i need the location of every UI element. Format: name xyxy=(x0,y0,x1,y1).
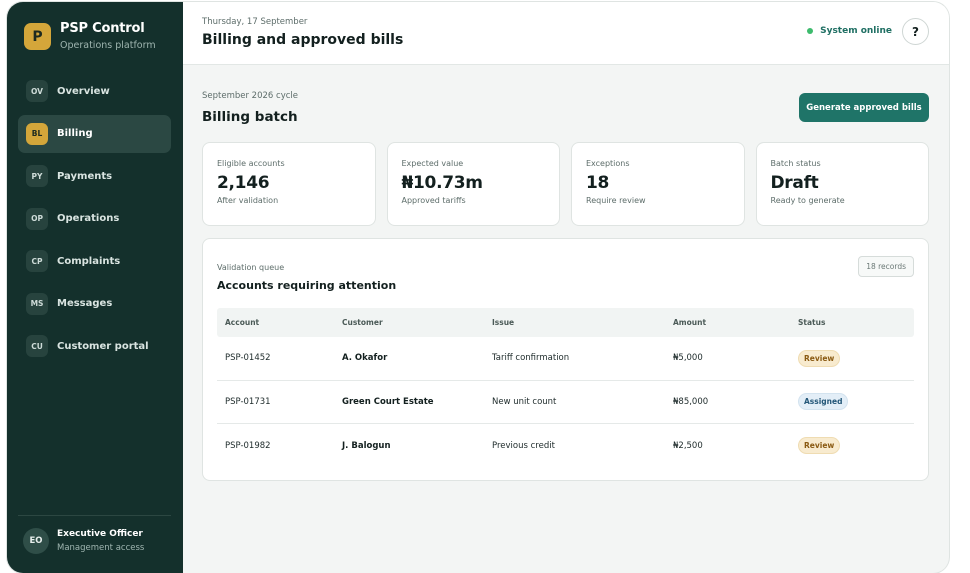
card-batch-status: Batch status Draft Ready to generate xyxy=(755,142,929,226)
app-window: P PSP Control Operations platform OV Ove… xyxy=(7,2,949,573)
complaints-icon: CP xyxy=(26,250,48,272)
sidebar-item-operations[interactable]: OP Operations xyxy=(18,200,171,238)
status-badge: Assigned xyxy=(798,393,849,411)
sidebar-item-label: Complaints xyxy=(57,255,121,267)
card-note: Approved tariffs xyxy=(401,196,466,205)
card-exceptions: Exceptions 18 Require review xyxy=(571,142,745,226)
sidebar-divider xyxy=(18,515,171,516)
records-count-badge: 18 records xyxy=(858,256,914,277)
sidebar-item-customer-portal[interactable]: CU Customer portal xyxy=(18,327,171,365)
card-value: ₦10.73m xyxy=(401,173,484,193)
user-name: Executive Officer xyxy=(57,529,143,539)
brand-name: PSP Control xyxy=(60,21,145,36)
issue-cell: Tariff confirmation xyxy=(492,353,570,364)
page-header: Thursday, 17 September Billing and appro… xyxy=(183,2,949,65)
card-note: Ready to generate xyxy=(770,196,845,205)
brand-logo: P xyxy=(24,23,51,50)
avatar: EO xyxy=(23,528,49,554)
section-title: Billing batch xyxy=(202,109,298,125)
customer-cell: J. Balogun xyxy=(342,440,391,451)
brand: P PSP Control Operations platform xyxy=(24,21,156,51)
table-row[interactable]: PSP-01982 J. Balogun Previous credit ₦2,… xyxy=(217,424,914,468)
column-header: Status xyxy=(798,318,826,327)
sidebar-item-billing[interactable]: BL Billing xyxy=(18,114,171,153)
operations-icon: OP xyxy=(26,207,48,230)
user-role: Management access xyxy=(57,543,145,553)
billing-cycle: September 2026 cycle xyxy=(202,91,298,101)
account-cell: PSP-01731 xyxy=(225,396,271,407)
overview-icon: OV xyxy=(26,80,48,102)
column-header: Amount xyxy=(673,318,707,327)
amount-cell: ₦85,000 xyxy=(673,396,709,407)
system-status: System online xyxy=(807,26,892,36)
status-badge: Review xyxy=(798,437,841,455)
help-button[interactable]: ? xyxy=(902,18,929,45)
card-value: Draft xyxy=(770,173,819,193)
sidebar-item-label: Billing xyxy=(57,128,93,139)
status-dot-icon xyxy=(807,28,814,34)
sidebar-item-label: Payments xyxy=(57,170,113,182)
sidebar-nav: OV Overview BL Billing PY Payments OP Op… xyxy=(18,72,171,370)
column-header: Customer xyxy=(342,318,383,327)
accounts-table: Account Customer Issue Amount Status PSP… xyxy=(217,308,914,468)
card-label: Batch status xyxy=(770,159,821,168)
card-label: Eligible accounts xyxy=(217,159,285,168)
table-header: Account Customer Issue Amount Status xyxy=(217,308,914,337)
customer-cell: A. Okafor xyxy=(342,353,388,364)
billing-icon: BL xyxy=(26,122,48,145)
sidebar-item-overview[interactable]: OV Overview xyxy=(18,72,171,110)
customer-portal-icon: CU xyxy=(26,335,48,357)
account-cell: PSP-01452 xyxy=(225,353,271,364)
issue-cell: Previous credit xyxy=(492,440,555,451)
generate-bills-button[interactable]: Generate approved bills xyxy=(799,93,929,122)
card-value: 18 xyxy=(586,173,610,193)
sidebar-item-label: Messages xyxy=(57,298,113,309)
summary-cards: Eligible accounts 2,146 After validation… xyxy=(202,142,929,226)
amount-cell: ₦2,500 xyxy=(673,440,703,451)
table-row[interactable]: PSP-01731 Green Court Estate New unit co… xyxy=(217,381,914,424)
customer-cell: Green Court Estate xyxy=(342,396,434,407)
card-note: After validation xyxy=(217,196,279,205)
system-status-label: System online xyxy=(820,26,892,36)
payments-icon: PY xyxy=(26,165,48,187)
status-badge: Review xyxy=(798,349,841,367)
card-eligible-accounts: Eligible accounts 2,146 After validation xyxy=(202,142,376,226)
sidebar-item-label: Overview xyxy=(57,85,110,97)
user-profile[interactable]: EO Executive Officer Management access xyxy=(23,528,144,554)
card-label: Expected value xyxy=(401,159,464,168)
current-date: Thursday, 17 September xyxy=(202,17,308,27)
sidebar: P PSP Control Operations platform OV Ove… xyxy=(7,2,183,573)
card-label: Exceptions xyxy=(586,159,630,168)
sidebar-item-complaints[interactable]: CP Complaints xyxy=(18,242,171,280)
validation-queue: Validation queue Accounts requiring atte… xyxy=(202,238,929,481)
sidebar-item-payments[interactable]: PY Payments xyxy=(18,157,171,195)
account-cell: PSP-01982 xyxy=(225,440,271,451)
card-note: Require review xyxy=(586,196,646,205)
page-title: Billing and approved bills xyxy=(202,32,404,48)
queue-caption: Validation queue xyxy=(217,263,285,272)
amount-cell: ₦5,000 xyxy=(673,353,703,364)
column-header: Issue xyxy=(492,318,515,327)
queue-title: Accounts requiring attention xyxy=(217,279,397,292)
card-expected-value: Expected value ₦10.73m Approved tariffs xyxy=(386,142,560,226)
messages-icon: MS xyxy=(26,292,48,315)
column-header: Account xyxy=(225,318,260,327)
sidebar-item-label: Operations xyxy=(57,213,120,224)
sidebar-item-messages[interactable]: MS Messages xyxy=(18,285,171,323)
issue-cell: New unit count xyxy=(492,396,557,407)
sidebar-item-label: Customer portal xyxy=(57,340,149,352)
brand-subtitle: Operations platform xyxy=(60,40,156,51)
table-row[interactable]: PSP-01452 A. Okafor Tariff confirmation … xyxy=(217,337,914,381)
card-value: 2,146 xyxy=(217,173,270,193)
